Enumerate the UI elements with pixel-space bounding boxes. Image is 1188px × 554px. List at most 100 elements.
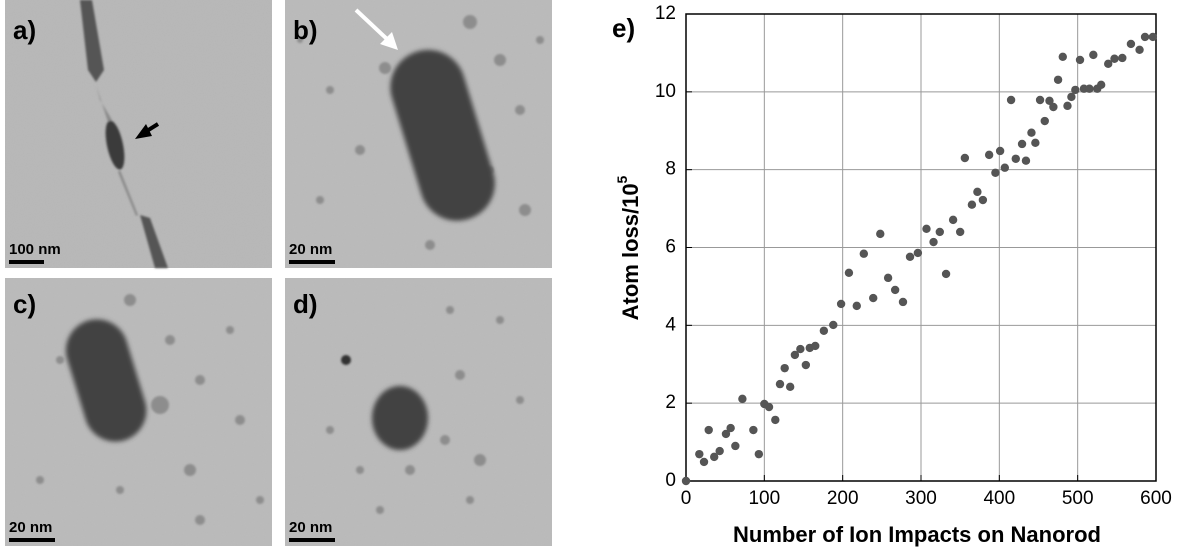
data-point [811,341,820,351]
data-point [780,363,789,373]
data-point [715,446,724,456]
data-point [726,423,735,433]
data-point [1011,154,1020,163]
scatter-chart: e) Number of Ion Impacts on Nanorod Atom… [612,3,1172,547]
data-point [1110,54,1119,63]
data-point [1075,55,1085,65]
y-axis-label-text: Atom loss/10 [618,183,643,320]
data-point [801,360,811,370]
data-point [869,293,878,303]
data-point [749,425,758,435]
y-tick-label: 12 [655,3,676,24]
data-point [764,402,774,412]
data-point [876,229,885,239]
x-tick-label: 100 [748,488,780,509]
data-point [1000,163,1010,172]
data-point [913,248,923,258]
data-point [890,285,900,295]
scale-bar-label: 100 nm [9,241,61,258]
panel-label: c) [13,289,36,319]
data-point [1096,80,1106,90]
tem-panel: a) 100 nm [5,0,272,268]
data-point [1017,139,1027,149]
data-point [859,249,869,258]
panel-label: a) [13,15,36,45]
data-point [984,150,994,160]
data-point [775,379,785,389]
data-point [699,457,709,467]
data-point [710,452,719,462]
data-point [738,394,747,404]
data-point [1040,116,1049,126]
data-point [695,449,704,459]
data-point [704,425,713,435]
y-tick-label: 6 [665,237,676,258]
data-point [681,476,691,486]
y-tick-label: 2 [665,392,676,413]
tem-panel: d) 20 nm [285,278,552,546]
tem-panel: b) 20 nm [285,0,552,268]
data-point [790,350,800,360]
data-point [1031,138,1040,148]
data-point [1089,50,1098,60]
scale-bar-label: 20 nm [9,519,52,536]
y-tick-label: 0 [665,470,676,491]
data-point [819,326,829,335]
data-point [973,187,982,197]
data-point [836,299,846,309]
y-axis-label-exponent: 5 [614,175,630,183]
data-point [929,237,938,247]
x-tick-label: 300 [905,488,937,509]
data-point [796,344,805,354]
data-point [1049,102,1058,112]
data-point [771,415,780,425]
data-point [1006,95,1016,105]
panel-label: d) [293,289,318,319]
data-point [1067,92,1076,102]
x-tick-label: 400 [983,488,1015,509]
data-point [844,268,854,277]
panel-label: e) [612,13,635,43]
data-point [898,297,908,307]
data-point [1148,32,1158,42]
data-point [785,382,795,392]
y-tick-label: 10 [655,81,676,102]
data-point [948,215,958,225]
x-tick-label: 600 [1140,488,1172,509]
scale-bar-label: 20 nm [289,241,332,258]
y-tick-label: 8 [665,159,676,180]
tem-panel: c) 20 nm [5,278,272,546]
panel-label: b) [293,15,318,45]
data-point [883,273,893,283]
data-point [1035,95,1045,105]
x-tick-label: 500 [1062,488,1094,509]
data-point [1140,32,1150,42]
data-point [1118,53,1127,63]
data-point [1135,45,1144,55]
data-point [754,449,764,459]
data-point [721,429,731,439]
data-point [960,153,970,163]
data-point [935,227,944,237]
data-point [1045,96,1054,105]
x-axis-label: Number of Ion Impacts on Nanorod [733,522,1101,547]
data-point [991,168,1000,177]
data-point [941,269,951,279]
x-tick-label: 200 [827,488,859,509]
data-point [995,146,1005,156]
data-point [1053,75,1063,84]
plot-frame [685,13,1157,482]
data-point [922,224,931,234]
data-point [731,441,740,451]
data-point [1058,52,1067,62]
y-axis-label: Atom loss/105 [614,175,643,320]
scale-bar-label: 20 nm [289,519,332,536]
data-point [978,195,988,205]
data-point [905,252,915,262]
data-point [1027,128,1036,137]
data-point [967,200,977,209]
data-point [1104,59,1113,69]
data-point [829,320,838,330]
data-point [955,227,965,237]
